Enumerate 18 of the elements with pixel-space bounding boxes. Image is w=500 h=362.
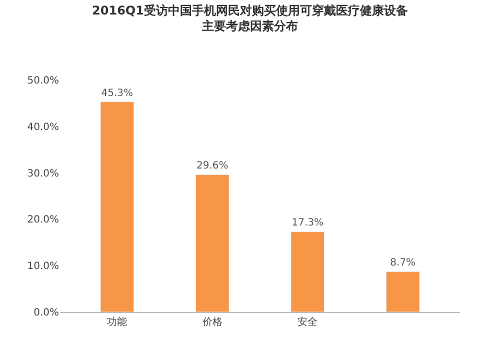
- y-tick-label: 40.0%: [27, 122, 59, 133]
- y-tick-label: 30.0%: [27, 168, 59, 180]
- data-label: 17.3%: [292, 218, 324, 229]
- bar: [386, 271, 420, 312]
- bar: [100, 102, 134, 312]
- x-tick-label: 安全: [298, 316, 318, 328]
- x-tick-label: 功能: [107, 316, 128, 328]
- chart-title: 2016Q1受访中国手机网民对购买使用可穿戴医疗健康设备主要考虑因素分布: [92, 3, 408, 33]
- bar: [195, 174, 230, 312]
- bar: [290, 231, 325, 312]
- y-tick-label: 0.0%: [34, 308, 59, 318]
- y-tick-label: 20.0%: [27, 214, 59, 226]
- y-tick-label: 50.0%: [27, 76, 59, 86]
- data-label: 29.6%: [196, 160, 228, 172]
- data-label: 8.7%: [390, 258, 416, 269]
- x-tick-label: 价格: [201, 316, 222, 328]
- data-label: 45.3%: [101, 88, 134, 99]
- y-tick-label: 10.0%: [27, 261, 59, 272]
